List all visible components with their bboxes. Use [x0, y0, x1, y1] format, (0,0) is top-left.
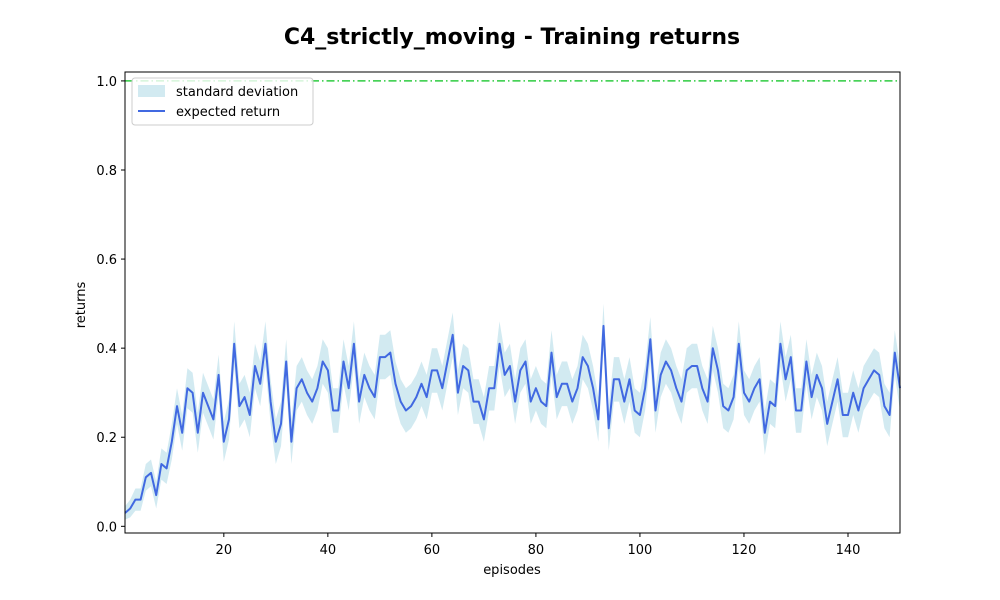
- x-axis-ticks: 20 40 60 80 100 120 140: [216, 533, 861, 558]
- legend-label-std-deviation: standard deviation: [176, 85, 298, 100]
- legend-label-expected-return: expected return: [176, 105, 280, 120]
- y-tick-label: 0.6: [96, 253, 117, 268]
- x-tick-label: 20: [216, 543, 233, 558]
- x-tick-label: 80: [528, 543, 545, 558]
- y-tick-label: 0.4: [96, 342, 117, 357]
- plot-frame: [124, 71, 901, 534]
- chart-title: C4_strictly_moving - Training returns: [284, 25, 740, 50]
- legend-swatch-std-deviation: [138, 85, 165, 97]
- legend: standard deviation expected return: [131, 77, 314, 126]
- legend-box: [131, 77, 314, 126]
- x-tick-label: 140: [836, 543, 861, 558]
- x-tick-label: 120: [732, 543, 757, 558]
- std-deviation-band: [125, 303, 900, 520]
- y-tick-label: 1.0: [96, 75, 117, 90]
- y-tick-label: 0.0: [96, 520, 117, 535]
- plot-area: [124, 80, 901, 520]
- y-tick-label: 0.8: [96, 164, 117, 179]
- x-tick-label: 100: [628, 543, 653, 558]
- x-tick-label: 60: [424, 543, 441, 558]
- x-tick-label: 40: [320, 543, 337, 558]
- y-tick-label: 0.2: [96, 431, 117, 446]
- y-axis-label: returns: [74, 282, 89, 329]
- x-axis-label: episodes: [483, 563, 541, 578]
- y-axis-ticks: 0.0 0.2 0.4 0.6 0.8 1.0: [96, 75, 125, 535]
- expected-return-line: [124, 324, 901, 514]
